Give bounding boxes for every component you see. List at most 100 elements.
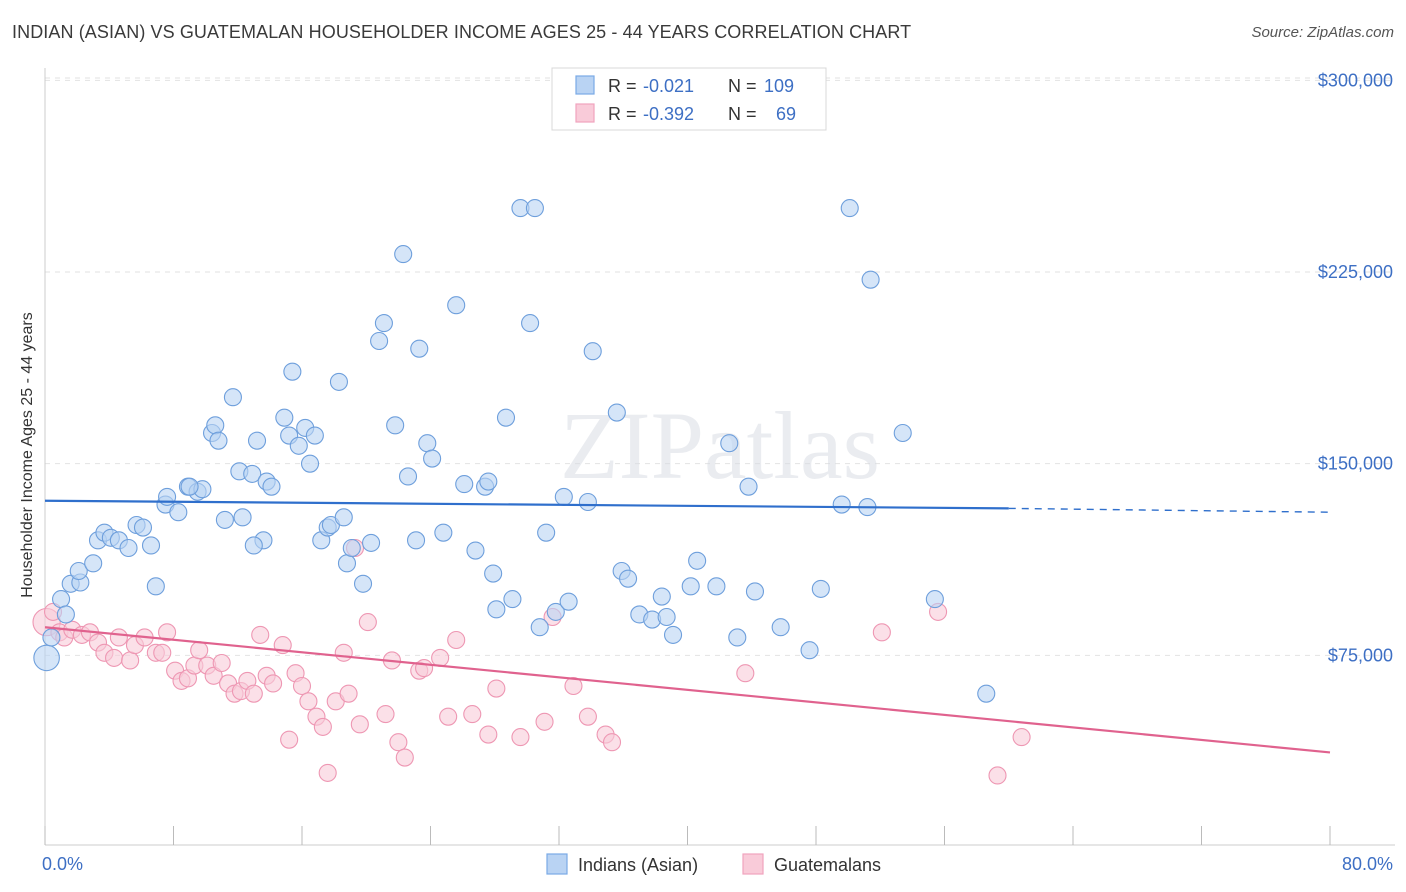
indian-point xyxy=(275,408,294,427)
indian-point xyxy=(410,339,429,358)
indian-point xyxy=(215,510,234,529)
legend-n-value: 109 xyxy=(764,76,794,96)
indian-point xyxy=(283,362,302,381)
guatemalan-point xyxy=(109,628,128,647)
indian-point xyxy=(559,592,578,611)
indian-point xyxy=(811,579,830,598)
indian-point xyxy=(554,487,573,506)
indian-point xyxy=(681,577,700,596)
gridlines xyxy=(45,77,1395,656)
indian-point xyxy=(42,628,61,647)
indian-point xyxy=(537,523,556,542)
guatemalan-point xyxy=(415,659,434,678)
indian-point xyxy=(370,331,389,351)
source-label: Source: ZipAtlas.com xyxy=(1251,24,1394,41)
guatemalan-point xyxy=(535,712,554,731)
indian-point xyxy=(487,600,506,619)
indian-point xyxy=(337,554,357,573)
guatemalan-point xyxy=(299,692,318,711)
y-axis-title: Householder Income Ages 25 - 44 years xyxy=(19,312,36,598)
indian-point xyxy=(479,472,498,491)
indian-point xyxy=(418,434,437,453)
guatemalan-point xyxy=(1012,728,1031,747)
guatemalan-point xyxy=(244,684,263,703)
guatemalan-point xyxy=(251,625,270,644)
guatemalan-point xyxy=(121,651,140,670)
chart-title: INDIAN (ASIAN) VS GUATEMALAN HOUSEHOLDER… xyxy=(12,22,912,42)
guatemalan-point xyxy=(350,715,369,734)
legend-n-value: 69 xyxy=(776,104,796,124)
guatemalan-point xyxy=(431,648,450,667)
indian-point xyxy=(739,477,758,496)
guatemalan-trend-line xyxy=(44,626,1331,754)
guatemalan-point xyxy=(447,630,466,650)
guatemalan-point xyxy=(313,717,332,736)
indian-point xyxy=(247,431,267,450)
indian-point xyxy=(342,538,361,558)
legend-r-label: R = xyxy=(608,104,637,124)
indian-point xyxy=(861,270,880,289)
guatemalan-point xyxy=(439,707,458,726)
guatemalan-point xyxy=(988,766,1007,785)
indian-point xyxy=(720,434,739,453)
indian-point xyxy=(180,477,199,496)
tick-labels: $75,000 $150,000 $225,000 $300,000 0.0% 80.0% xyxy=(42,70,1393,874)
indian-point xyxy=(133,518,153,537)
guatemalan-point xyxy=(334,643,353,662)
indian-point xyxy=(243,464,262,483)
indian-point xyxy=(334,508,353,527)
guatemalan-point xyxy=(511,728,530,747)
indian-point xyxy=(832,495,851,514)
indian-point xyxy=(525,199,544,218)
indian-point xyxy=(56,605,75,624)
guatemalan-point xyxy=(158,623,177,642)
indian-point xyxy=(546,602,565,621)
guatemalan-point xyxy=(564,676,583,696)
guatemalan-point xyxy=(292,676,312,696)
indian-point xyxy=(607,403,626,422)
indian-point xyxy=(447,296,466,315)
legend-r-value: -0.021 xyxy=(643,76,694,96)
indian-point xyxy=(353,574,373,593)
guatemalan-point xyxy=(280,730,299,749)
indian-point xyxy=(530,618,549,637)
indian-point xyxy=(223,388,242,407)
guatemalan-point xyxy=(736,664,755,683)
indian-point xyxy=(300,454,320,473)
series-legend: Indians (Asian) Guatemalans xyxy=(546,853,881,875)
indian-point xyxy=(329,372,348,391)
guatemalan-point xyxy=(463,705,482,724)
trend-lines xyxy=(44,499,1331,754)
indian-point xyxy=(69,561,88,581)
guatemalan-point xyxy=(339,684,358,703)
guatemalan-point xyxy=(318,763,337,782)
y-tick-label: $300,000 xyxy=(1318,70,1393,90)
indian-point xyxy=(652,587,671,606)
guatemalan-point xyxy=(153,643,172,662)
indian-point xyxy=(146,577,165,596)
indian-point xyxy=(728,628,747,647)
indian-point xyxy=(398,467,418,486)
x-tick-label: 0.0% xyxy=(42,854,83,874)
guatemalan-point xyxy=(872,623,891,642)
indian-point xyxy=(521,314,540,333)
indian-point xyxy=(33,644,60,672)
indian-point xyxy=(362,533,381,552)
y-tick-label: $150,000 xyxy=(1318,454,1393,474)
indian-point xyxy=(305,426,324,445)
indian-point xyxy=(707,577,726,596)
indian-point xyxy=(386,416,405,435)
watermark: ZIPatlas xyxy=(560,392,880,499)
guatemalan-point xyxy=(395,748,414,767)
indian-point xyxy=(52,590,71,609)
indian-point xyxy=(209,431,228,450)
legend-swatch-pink xyxy=(575,103,595,123)
legend-swatch-pink xyxy=(742,853,764,875)
legend-swatch-blue xyxy=(546,853,568,875)
indian-trend-extension xyxy=(1008,507,1331,513)
indian-point xyxy=(262,477,281,496)
guatemalan-point xyxy=(389,733,408,752)
indian-point xyxy=(423,449,442,468)
guatemalan-point xyxy=(487,679,506,698)
